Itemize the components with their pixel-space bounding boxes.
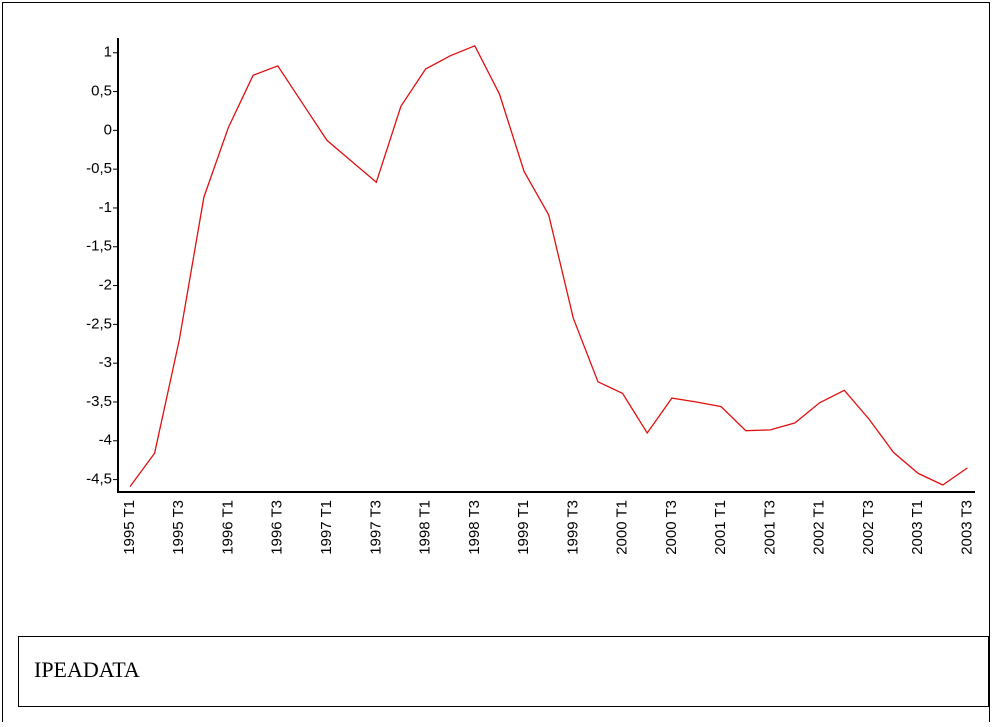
x-tick-label: 1996 T3 [269,500,286,555]
y-tick-label: 0 [104,121,112,138]
source: IPEADATA [34,657,140,682]
x-tick-label: 2001 T3 [761,500,778,555]
x-tick-label: 1995 T1 [121,500,138,555]
y-tick-label: -3 [99,354,112,371]
x-tick-label: 1997 T3 [367,500,384,555]
x-tick-label: 1998 T1 [417,500,434,555]
x-tick-label: 1999 T1 [515,500,532,555]
x-tick-label: 2003 T3 [958,500,975,555]
x-tick-label: 2002 T1 [811,500,828,555]
x-tick-label: 2001 T1 [712,500,729,555]
y-tick-label: -4,5 [86,471,112,488]
y-tick-label: -1,5 [86,238,112,255]
x-tick-label: 1998 T3 [466,500,483,555]
y-tick-label: -3,5 [86,393,112,410]
x-tick-label: 1996 T1 [219,500,236,555]
data-line [129,44,968,487]
x-tick-label: 2002 T3 [860,500,877,555]
y-tick-label: -2,5 [86,315,112,332]
y-tick-label: 0,5 [91,83,112,100]
x-tick-label: 2000 T3 [663,500,680,555]
y-tick-label: 1 [104,44,112,61]
x-tick-label: 2003 T1 [909,500,926,555]
y-tick-label: -4 [99,432,112,449]
x-tick-label: 1995 T3 [170,500,187,555]
y-tick-label: -2 [99,277,112,294]
x-tick-label: 1999 T3 [564,500,581,555]
source-box [18,636,989,707]
x-tick-label: 2000 T1 [614,500,631,555]
x-tick-label: 1997 T1 [318,500,335,555]
y-tick-label: -0,5 [86,160,112,177]
y-tick-label: -1 [99,199,112,216]
